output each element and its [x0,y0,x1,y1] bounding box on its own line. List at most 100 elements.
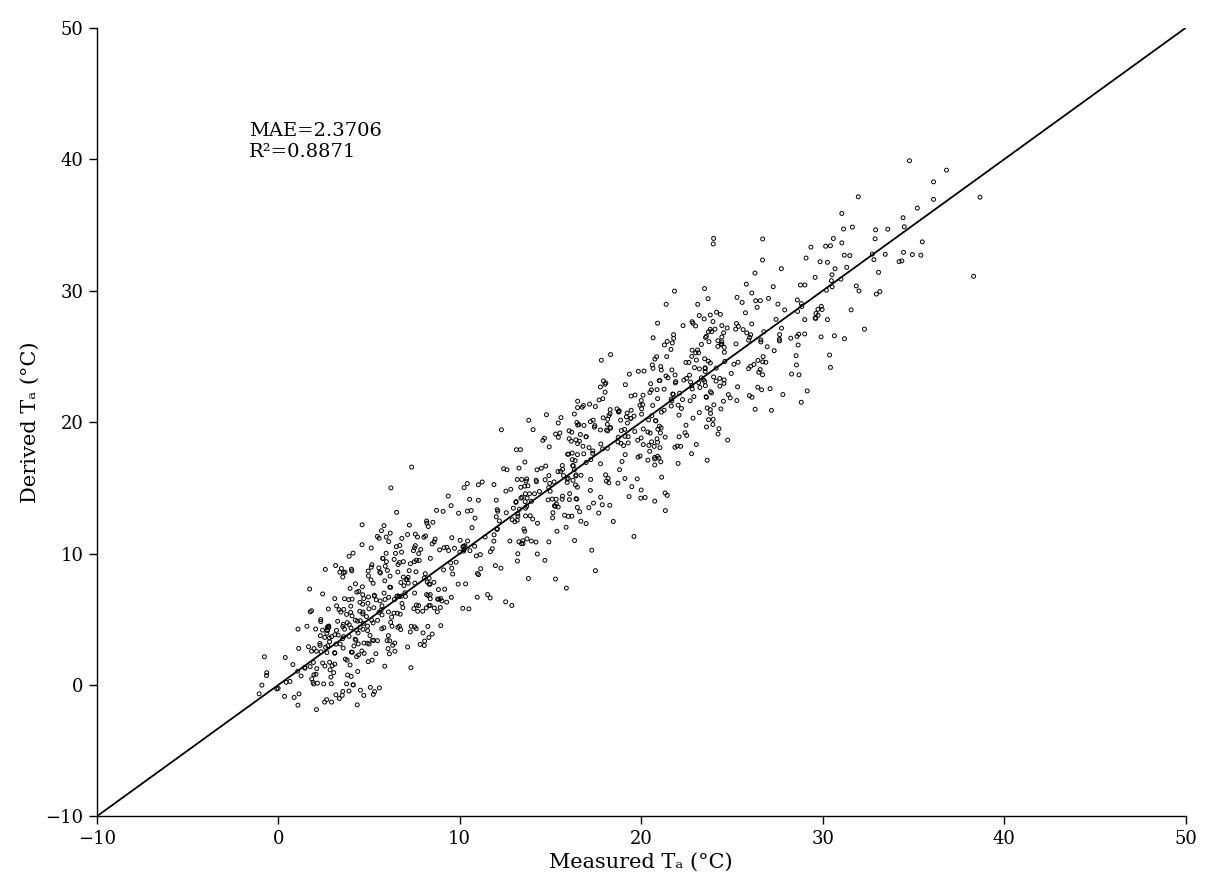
Point [674,373,693,388]
Point [297,619,317,633]
Point [816,239,836,254]
Point [590,505,609,520]
Point [353,580,373,594]
Point [304,668,324,682]
Point [318,623,337,638]
Point [561,434,581,448]
Point [697,330,716,344]
Point [591,422,610,437]
Point [322,630,341,644]
Point [300,582,319,597]
Point [736,305,755,320]
Point [314,677,334,691]
Point [752,382,771,396]
Point [782,367,801,381]
Point [340,658,359,672]
Point [425,601,445,615]
Point [401,661,420,675]
Point [563,473,582,488]
Point [593,374,613,388]
Point [864,253,883,267]
Point [340,549,359,563]
Point [402,460,421,474]
Point [792,299,811,313]
X-axis label: Measured Tₐ (°C): Measured Tₐ (°C) [549,853,733,872]
Point [487,522,507,537]
Point [593,391,613,405]
Point [676,355,695,370]
Point [484,534,503,548]
Point [737,326,756,340]
Point [280,674,300,689]
Point [515,455,535,469]
Point [672,392,692,406]
Point [341,605,361,620]
Point [661,399,681,413]
Point [586,399,605,413]
Point [406,527,425,541]
Point [431,591,451,605]
Point [353,605,373,619]
Point [643,398,663,413]
Point [339,593,358,607]
Point [698,401,717,415]
Point [341,669,361,683]
Point [646,413,665,428]
Point [530,484,549,498]
Point [275,650,295,664]
Point [334,565,353,580]
Point [912,235,932,249]
Point [512,537,531,551]
Point [713,335,732,349]
Point [445,541,464,555]
Point [453,601,473,615]
Point [304,677,324,691]
Point [507,443,526,457]
Point [298,639,318,654]
Point [466,549,486,563]
Point [840,248,860,263]
Point [681,375,700,389]
Point [558,475,577,489]
Point [610,463,630,477]
Point [414,571,434,585]
Point [382,619,402,633]
Point [486,510,505,524]
Point [812,303,832,317]
Point [744,357,764,371]
Point [407,553,426,567]
Point [414,530,434,545]
Point [331,605,351,619]
Point [591,437,610,451]
Point [475,530,495,544]
Point [568,480,587,495]
Point [710,307,730,321]
Point [583,496,603,510]
Point [322,695,341,709]
Point [325,591,345,605]
Point [641,386,660,400]
Point [643,330,663,345]
Point [333,684,352,698]
Point [817,255,837,270]
Point [648,316,667,330]
Point [709,421,728,436]
Point [482,541,502,555]
Point [745,402,765,416]
Point [598,412,618,426]
Point [680,368,699,382]
Point [459,602,479,616]
Point [609,405,628,419]
Point [404,540,424,555]
Point [524,422,543,437]
Point [302,672,322,686]
Point [353,607,373,622]
Point [689,308,709,322]
Point [354,689,374,703]
Point [518,479,537,493]
Point [631,393,650,407]
Point [540,535,559,549]
Point [576,430,596,444]
Point [621,412,641,426]
Point [893,211,912,225]
